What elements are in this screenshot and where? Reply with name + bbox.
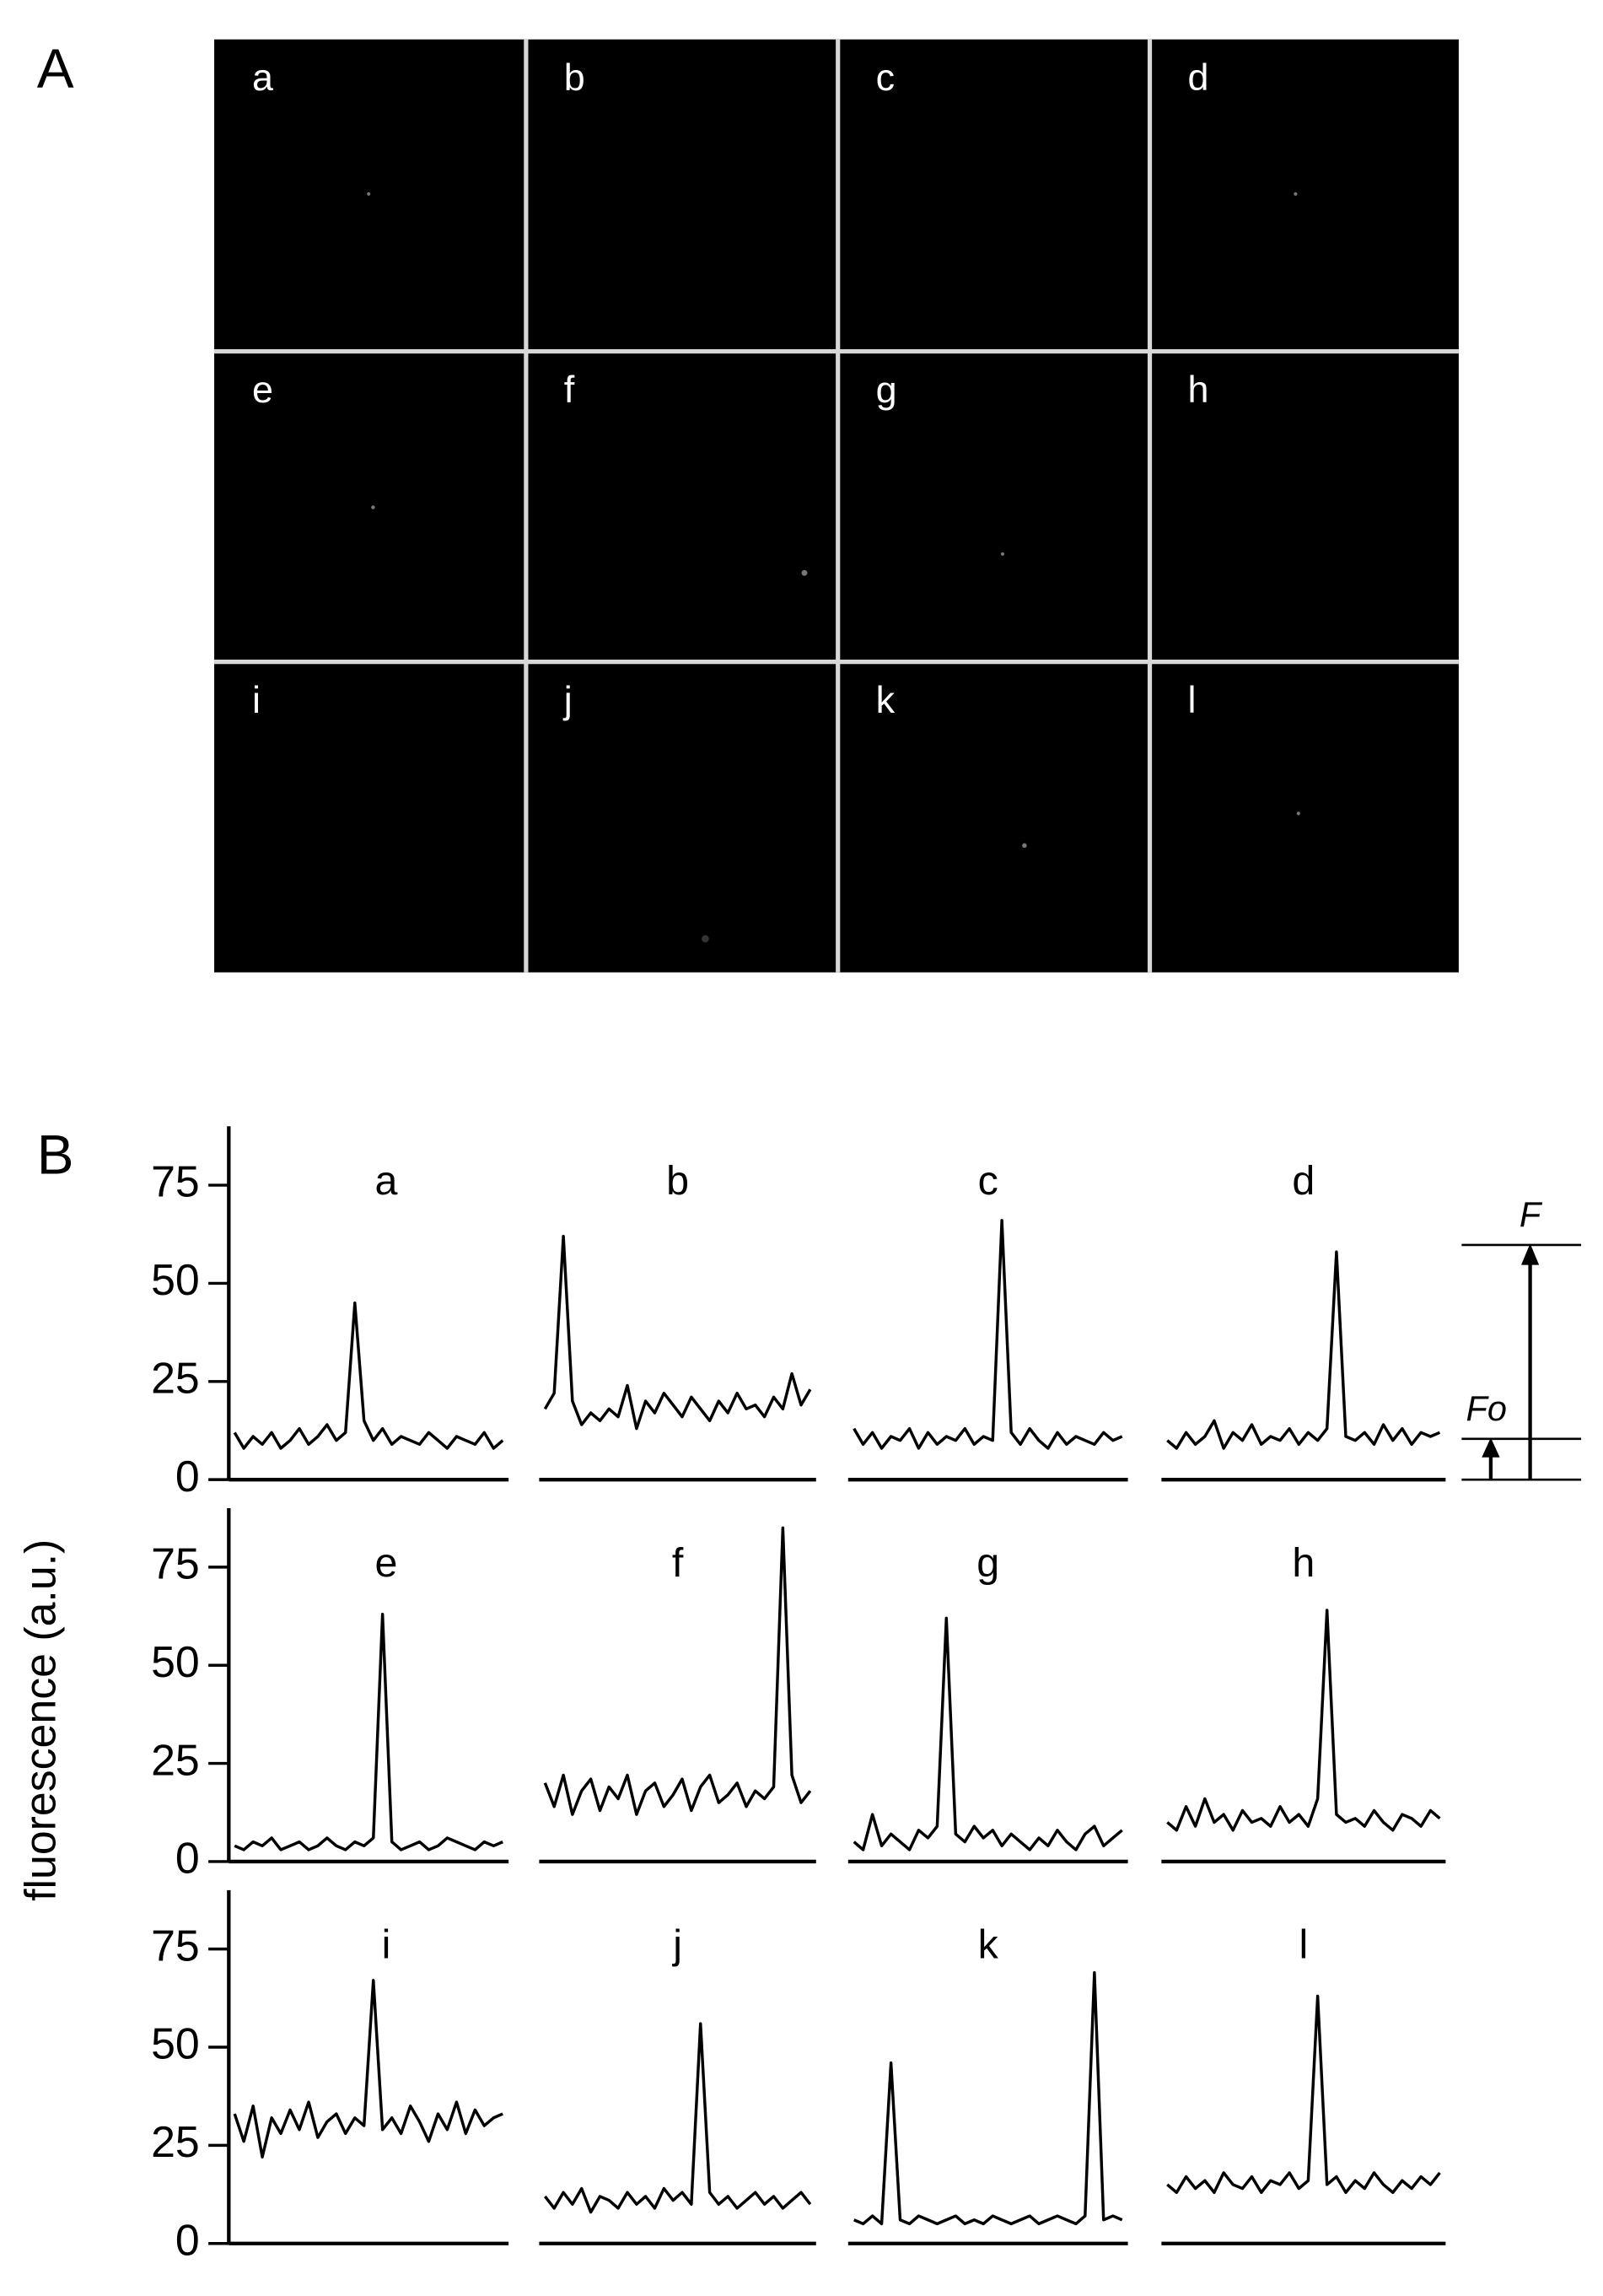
trace [233,1301,504,1450]
image-label: i [252,678,261,721]
y-tick-label: 50 [151,1637,200,1686]
image-spots [367,191,1300,943]
chart-title: a [375,1158,398,1204]
y-tick-label: 25 [151,1735,200,1784]
y-tick-label: 75 [151,1539,200,1588]
trace [234,1612,503,1851]
chart-title: c [978,1158,998,1204]
inset-label: Fo [1466,1388,1507,1428]
image-label: b [564,56,585,99]
chart-title: i [382,1922,391,1968]
trace [233,1979,503,2159]
y-tick-label: 75 [151,1157,200,1206]
image-label: k [876,678,896,721]
image-label: c [876,56,895,99]
image-label: f [564,368,575,411]
trace [1166,1994,1441,2194]
panel-label: B [37,1124,74,1185]
trace [853,1616,1123,1851]
image-label: g [876,368,897,411]
inset-label: F [1520,1194,1543,1234]
panel-label: A [37,38,74,100]
chart-title: j [671,1922,682,1968]
y-tick-label: 25 [151,2117,200,2166]
chart-title: f [672,1540,684,1586]
y-tick-label: 75 [151,1921,200,1970]
grid-dividers [214,39,1459,973]
trace [543,2022,812,2214]
chart-title: g [976,1540,999,1586]
y-tick-label: 0 [175,1834,200,1883]
y-axis-label: fluorescence (a.u.) [16,1539,65,1901]
chart-title: k [978,1922,999,1968]
y-tick-label: 50 [151,1255,200,1304]
trace [853,1219,1123,1450]
y-tick-label: 0 [175,1452,200,1501]
chart-title: d [1292,1158,1315,1204]
image-label: e [252,368,273,411]
chart-title: e [375,1540,398,1586]
y-tick-label: 0 [175,2215,200,2264]
chart-title: b [666,1158,689,1204]
chart-title: h [1292,1540,1315,1586]
inset-diagram [1461,1243,1582,1481]
y-tick-label: 25 [151,1353,200,1402]
image-label: d [1187,56,1208,99]
y-tick-label: 50 [151,2019,200,2068]
image-label: a [252,56,273,99]
trace [1166,1250,1441,1450]
trace [853,1970,1123,2226]
chart-title: l [1299,1922,1308,1968]
image-label: l [1187,678,1196,721]
trace [543,1526,812,1816]
trace [1166,1609,1441,1832]
trace [543,1234,812,1431]
image-label: j [562,678,573,721]
image-label: h [1187,368,1208,411]
